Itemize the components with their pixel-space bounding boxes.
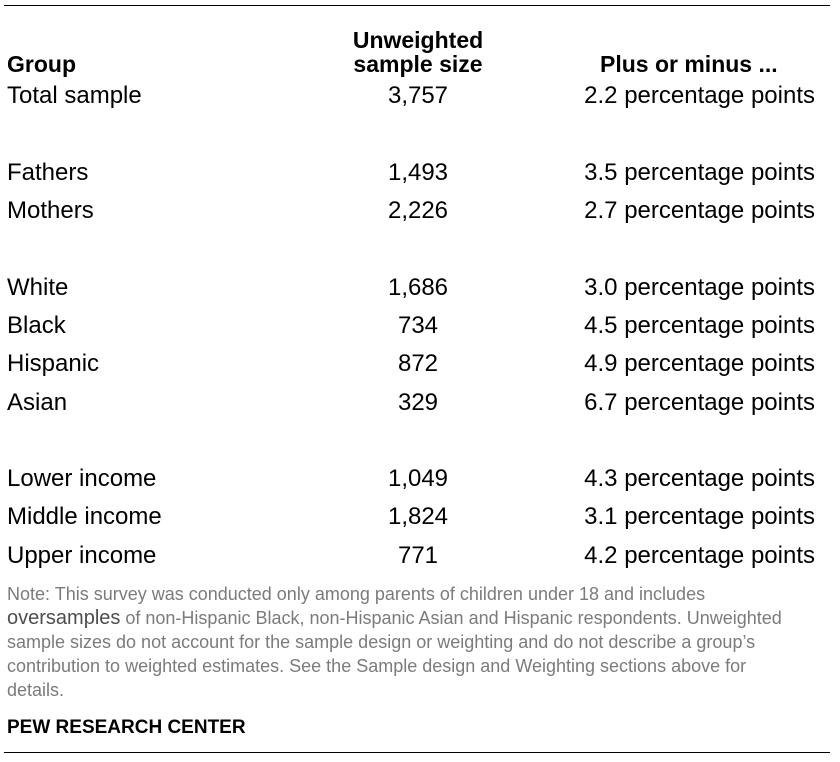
header-margin-of-error: Plus or minus ... xyxy=(600,51,778,77)
table-note: Note: This survey was conducted only amo… xyxy=(7,582,807,702)
source-credit: PEW RESEARCH CENTER xyxy=(7,717,246,738)
row-sample-size: 872 xyxy=(397,350,439,377)
header-sample-size-line1: Unweighted xyxy=(352,27,484,53)
row-group: Upper income xyxy=(7,542,157,569)
row-group: Lower income xyxy=(7,465,157,492)
row-sample-size: 734 xyxy=(397,312,439,339)
row-sample-size: 1,686 xyxy=(387,274,449,301)
row-margin-of-error: 3.5 percentage points xyxy=(584,159,815,186)
row-margin-of-error: 6.7 percentage points xyxy=(584,389,815,416)
row-margin-of-error: 2.7 percentage points xyxy=(584,197,815,224)
row-sample-size: 1,049 xyxy=(387,465,449,492)
header-sample-size-line2: sample size xyxy=(353,51,483,77)
row-group: Asian xyxy=(7,389,68,416)
row-group: Total sample xyxy=(7,82,142,109)
header-group: Group xyxy=(7,51,76,77)
row-group: Mothers xyxy=(7,197,94,224)
note-text-start: Note: This survey was conducted only amo… xyxy=(7,584,706,604)
table-row: Total sample 3,757 2.2 percentage points xyxy=(0,78,840,114)
header-sample-size: Unweighted sample size xyxy=(318,28,518,76)
table-row: Upper income 771 4.2 percentage points xyxy=(0,538,840,574)
row-group: White xyxy=(7,274,69,301)
table-row: White 1,686 3.0 percentage points xyxy=(0,270,840,306)
top-rule xyxy=(4,5,830,6)
table-row: Mothers 2,226 2.7 percentage points xyxy=(0,193,840,229)
table-row: Middle income 1,824 3.1 percentage point… xyxy=(0,499,840,535)
row-margin-of-error: 3.0 percentage points xyxy=(584,274,815,301)
row-margin-of-error: 4.5 percentage points xyxy=(584,312,815,339)
row-group: Fathers xyxy=(7,159,89,186)
row-group: Black xyxy=(7,312,66,339)
bottom-rule xyxy=(4,752,830,753)
row-margin-of-error: 4.3 percentage points xyxy=(584,465,815,492)
row-sample-size: 3,757 xyxy=(387,82,449,109)
note-text-end: of non-Hispanic Black, non-Hispanic Asia… xyxy=(7,608,782,700)
row-sample-size: 1,493 xyxy=(387,159,449,186)
row-sample-size: 771 xyxy=(397,542,439,569)
row-margin-of-error: 2.2 percentage points xyxy=(584,82,815,109)
table-row: Black 734 4.5 percentage points xyxy=(0,308,840,344)
row-sample-size: 1,824 xyxy=(387,503,449,530)
oversamples-term: oversamples xyxy=(7,607,121,629)
table-row: Lower income 1,049 4.3 percentage points xyxy=(0,461,840,497)
row-group: Middle income xyxy=(7,503,162,530)
table-row: Hispanic 872 4.9 percentage points xyxy=(0,346,840,382)
row-group: Hispanic xyxy=(7,350,100,377)
row-margin-of-error: 3.1 percentage points xyxy=(584,503,815,530)
row-margin-of-error: 4.9 percentage points xyxy=(584,350,815,377)
table-row: Asian 329 6.7 percentage points xyxy=(0,385,840,421)
row-margin-of-error: 4.2 percentage points xyxy=(584,542,815,569)
row-sample-size: 2,226 xyxy=(387,197,449,224)
table-row: Fathers 1,493 3.5 percentage points xyxy=(0,155,840,191)
row-sample-size: 329 xyxy=(397,389,439,416)
